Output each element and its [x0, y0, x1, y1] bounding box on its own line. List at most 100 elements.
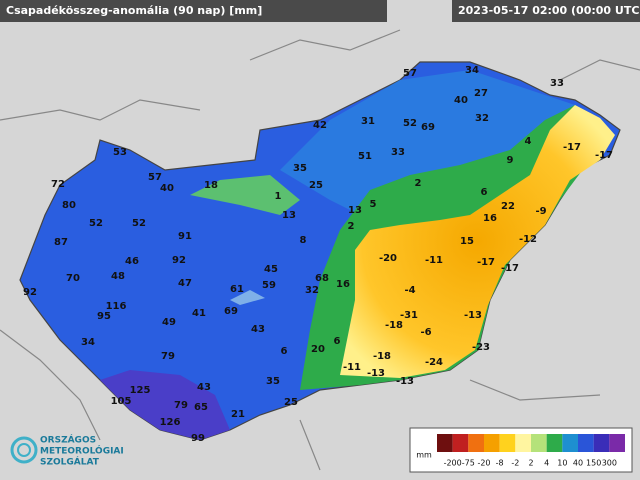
station-value: 92	[172, 255, 186, 266]
station-value: 47	[178, 278, 192, 289]
station-value: 21	[231, 409, 245, 420]
station-value: -31	[400, 310, 418, 321]
legend-tick-label: 2	[528, 459, 533, 468]
station-value: -17	[477, 257, 495, 268]
station-value: 42	[313, 120, 327, 131]
station-value: 6	[481, 187, 488, 198]
station-value: 99	[191, 433, 205, 444]
station-value: -17	[595, 150, 613, 161]
station-value: 91	[178, 231, 192, 242]
station-value: 52	[89, 218, 103, 229]
legend-tick-label: -200	[444, 459, 462, 468]
station-value: 40	[454, 95, 468, 106]
legend-tick-label: -8	[496, 459, 504, 468]
station-value: 40	[160, 183, 174, 194]
title-bar	[0, 0, 387, 22]
station-value: 32	[305, 285, 319, 296]
legend-unit: mm	[416, 451, 432, 460]
station-value: -11	[343, 362, 361, 373]
station-value: 59	[262, 280, 276, 291]
station-value: 52	[132, 218, 146, 229]
station-value: 95	[97, 311, 111, 322]
station-value: 31	[361, 116, 375, 127]
station-value: 34	[465, 65, 479, 76]
station-value: 116	[106, 301, 127, 312]
station-value: 72	[51, 179, 65, 190]
station-value: -17	[563, 142, 581, 153]
station-value: 16	[483, 213, 497, 224]
station-value: 18	[204, 180, 218, 191]
legend-tick-label: 4	[544, 459, 549, 468]
legend-swatch	[499, 434, 516, 452]
title: Csapadékösszeg-anomália (90 nap) [mm]	[6, 4, 262, 17]
station-value: -13	[396, 376, 414, 387]
legend-swatch	[546, 434, 563, 452]
station-value: 53	[113, 147, 127, 158]
station-value: 35	[266, 376, 280, 387]
station-value: -11	[425, 255, 443, 266]
logo-icon	[10, 436, 38, 464]
legend-swatch	[578, 434, 594, 452]
legend-tick-label: -20	[477, 459, 490, 468]
station-value: 33	[550, 78, 564, 89]
station-value: 22	[501, 201, 515, 212]
station-value: 69	[224, 306, 238, 317]
station-value: 2	[348, 221, 355, 232]
station-value: -18	[373, 351, 391, 362]
station-value: 105	[111, 396, 132, 407]
station-value: 13	[348, 205, 362, 216]
station-value: 80	[62, 200, 76, 211]
station-value: -20	[379, 253, 397, 264]
station-value: 4	[525, 136, 532, 147]
legend-swatch	[468, 434, 484, 452]
legend-tick-label: 40	[573, 459, 583, 468]
station-value: -13	[464, 310, 482, 321]
logo-line: METEOROLÓGIAI	[40, 445, 124, 457]
station-value: -4	[404, 285, 415, 296]
station-value: 6	[334, 336, 341, 347]
station-value: -24	[425, 357, 443, 368]
legend-tick-label: -75	[462, 459, 475, 468]
station-value: -12	[519, 234, 537, 245]
station-value: 16	[336, 279, 350, 290]
station-value: -17	[501, 263, 519, 274]
logo-icon-inner	[17, 443, 31, 457]
station-value: -6	[420, 327, 431, 338]
station-value: 6	[281, 346, 288, 357]
station-value: -13	[367, 368, 385, 379]
station-value: 25	[284, 397, 298, 408]
station-value: 34	[81, 337, 95, 348]
station-value: 70	[66, 273, 80, 284]
legend-tick-label: 10	[557, 459, 567, 468]
legend-tick-label: 150	[586, 459, 601, 468]
station-value: 65	[194, 402, 208, 413]
station-value: 61	[230, 284, 244, 295]
station-value: 1	[275, 191, 282, 202]
station-value: 49	[162, 317, 176, 328]
station-value: 25	[309, 180, 323, 191]
station-value: 69	[421, 122, 435, 133]
legend: -200 -75 -20 -8 -2 2 4 10 40 150 300	[437, 434, 625, 468]
station-value: 79	[161, 351, 175, 362]
legend-swatch	[531, 434, 547, 452]
legend-swatch	[437, 434, 453, 452]
logo-line: SZOLGÁLAT	[40, 456, 100, 468]
legend-tick-label: 300	[602, 459, 617, 468]
station-value: 87	[54, 237, 68, 248]
station-value: -18	[385, 320, 403, 331]
legend-swatch	[609, 434, 625, 452]
station-value: 48	[111, 271, 125, 282]
station-value: -9	[535, 206, 546, 217]
station-value: -23	[472, 342, 490, 353]
station-value: 41	[192, 308, 206, 319]
station-value: 52	[403, 118, 417, 129]
dry-region	[340, 105, 615, 378]
station-value: 43	[251, 324, 265, 335]
green-north	[190, 175, 300, 215]
lake	[230, 290, 265, 305]
legend-swatch	[452, 434, 469, 452]
station-value: 43	[197, 382, 211, 393]
station-value: 46	[125, 256, 139, 267]
station-value: 45	[264, 264, 278, 275]
